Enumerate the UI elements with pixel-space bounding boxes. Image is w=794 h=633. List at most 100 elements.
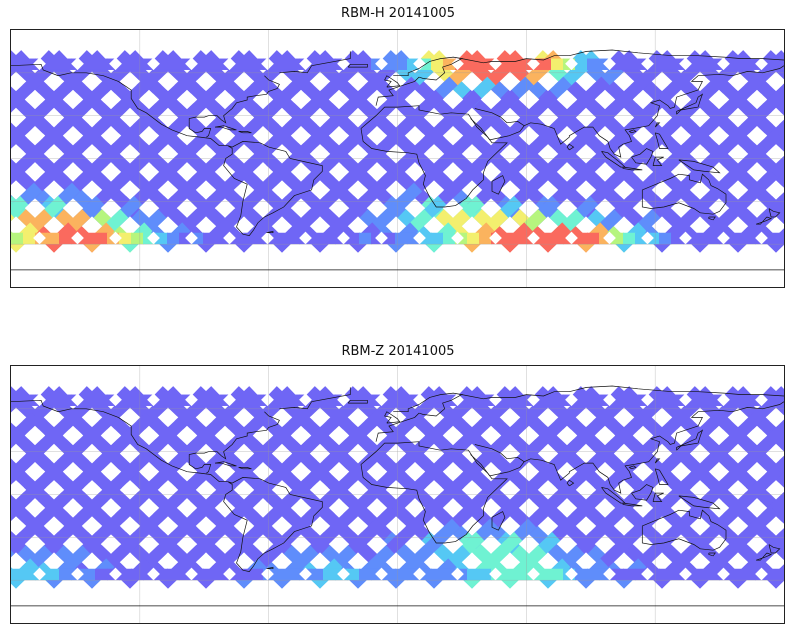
coastline-nz-s: [755, 216, 773, 225]
edge-band-cell: [743, 568, 756, 581]
coastline-newguinea: [678, 495, 721, 510]
band-gap: [451, 231, 464, 245]
edge-band-cell: [179, 232, 192, 245]
edge-band-cell: [23, 568, 36, 581]
edge-band-cell: [359, 568, 372, 581]
edge-band-cell: [743, 394, 756, 406]
edge-band-cell: [119, 58, 132, 70]
edge-band-cell: [695, 58, 708, 70]
edge-band-cell: [323, 568, 336, 581]
swath-segment: [11, 129, 22, 149]
coastlines: [11, 385, 784, 607]
band-gap: [337, 231, 350, 245]
edge-band-cell: [731, 58, 744, 70]
edge-band-cell: [671, 568, 684, 581]
band-gap: [71, 231, 84, 245]
edge-band-cell: [239, 568, 252, 581]
edge-band-cell: [611, 58, 624, 70]
band-gap: [185, 57, 198, 71]
edge-band-cell: [659, 232, 672, 245]
edge-band-cell: [251, 58, 264, 70]
coastline-yucatan: [188, 457, 212, 474]
edge-band-cell: [323, 394, 336, 406]
edge-band-cell: [503, 394, 516, 406]
edge-band-cell: [587, 232, 600, 245]
edge-band-cell: [131, 232, 144, 245]
band-gap: [489, 57, 502, 71]
edge-band-cell: [551, 58, 564, 70]
edge-band-cell: [611, 232, 624, 245]
band-gap: [413, 231, 426, 245]
coastline-hispaniola: [238, 131, 252, 134]
edge-band-cell: [239, 394, 252, 406]
edge-band-cell: [575, 232, 588, 245]
edge-band-cell: [239, 58, 252, 70]
edge-band-cell: [11, 58, 24, 70]
edge-band-cell: [707, 568, 720, 581]
edge-band-cell: [23, 232, 36, 245]
band-gap: [299, 567, 312, 581]
edge-band-cell: [83, 568, 96, 581]
edge-band-cell: [287, 394, 300, 406]
edge-band-cell: [695, 394, 708, 406]
edge-band-cell: [539, 568, 552, 581]
edge-band-cell: [287, 58, 300, 70]
edge-band-cell: [167, 568, 180, 581]
edge-band-cell: [83, 232, 96, 245]
edge-band-cell: [443, 394, 456, 406]
edge-band-cell: [47, 232, 60, 245]
edge-band-cell: [467, 394, 480, 406]
edge-band-cell: [167, 58, 180, 70]
band-gap: [489, 393, 502, 407]
edge-band-cell: [47, 58, 60, 70]
band-gap: [185, 393, 198, 407]
coastline-asia-n: [461, 385, 784, 400]
band-gap: [413, 393, 426, 407]
coastline-australia: [641, 509, 727, 551]
edge-band-cell: [539, 58, 552, 70]
edge-band-cell: [743, 58, 756, 70]
edge-band-cell: [539, 232, 552, 245]
edge-band-cell: [575, 58, 588, 70]
swath-segment: [773, 169, 784, 188]
map-svg-rbm-h: [11, 30, 784, 287]
edge-band-cell: [407, 394, 420, 406]
coastline-africa: [360, 441, 508, 544]
band-gap: [185, 567, 198, 581]
band-gap: [451, 57, 464, 71]
coastline-hainan: [628, 465, 637, 470]
edge-band-cell: [623, 58, 636, 70]
edge-band-cell: [635, 232, 648, 245]
band-gap: [261, 393, 274, 407]
edge-band-cell: [587, 394, 600, 406]
edge-band-cell: [155, 58, 168, 70]
band-gap: [375, 393, 388, 407]
coastline-sulawesi: [652, 492, 664, 502]
band-gap: [489, 567, 502, 581]
band-gap: [299, 393, 312, 407]
edge-band-cell: [275, 394, 288, 406]
edge-band-cell: [23, 58, 36, 70]
edge-band-cell: [95, 58, 108, 70]
edge-band-cell: [503, 568, 516, 581]
coastline-hispaniola: [238, 467, 252, 470]
map-panel-rbm-z: [10, 365, 785, 624]
coastline-taiwan: [654, 122, 661, 128]
map-svg-rbm-z: [11, 366, 784, 623]
edge-band-cell: [119, 232, 132, 245]
edge-band-cell: [431, 58, 444, 70]
band-gap: [109, 231, 122, 245]
coastline-greenland: [279, 51, 351, 74]
coastline-borneo: [631, 484, 654, 501]
coastline-asia-s: [524, 65, 784, 158]
edge-band-cell: [503, 232, 516, 245]
coastline-na-gulf: [188, 75, 280, 124]
swath-segment: [770, 129, 784, 152]
edge-band-cell: [95, 394, 108, 406]
edge-band-cell: [503, 58, 516, 70]
edge-band-cell: [323, 58, 336, 70]
coastline-nz-n: [768, 544, 781, 554]
edge-band-cell: [479, 394, 492, 406]
edge-band-cell: [59, 232, 72, 245]
edge-band-cell: [179, 394, 192, 406]
